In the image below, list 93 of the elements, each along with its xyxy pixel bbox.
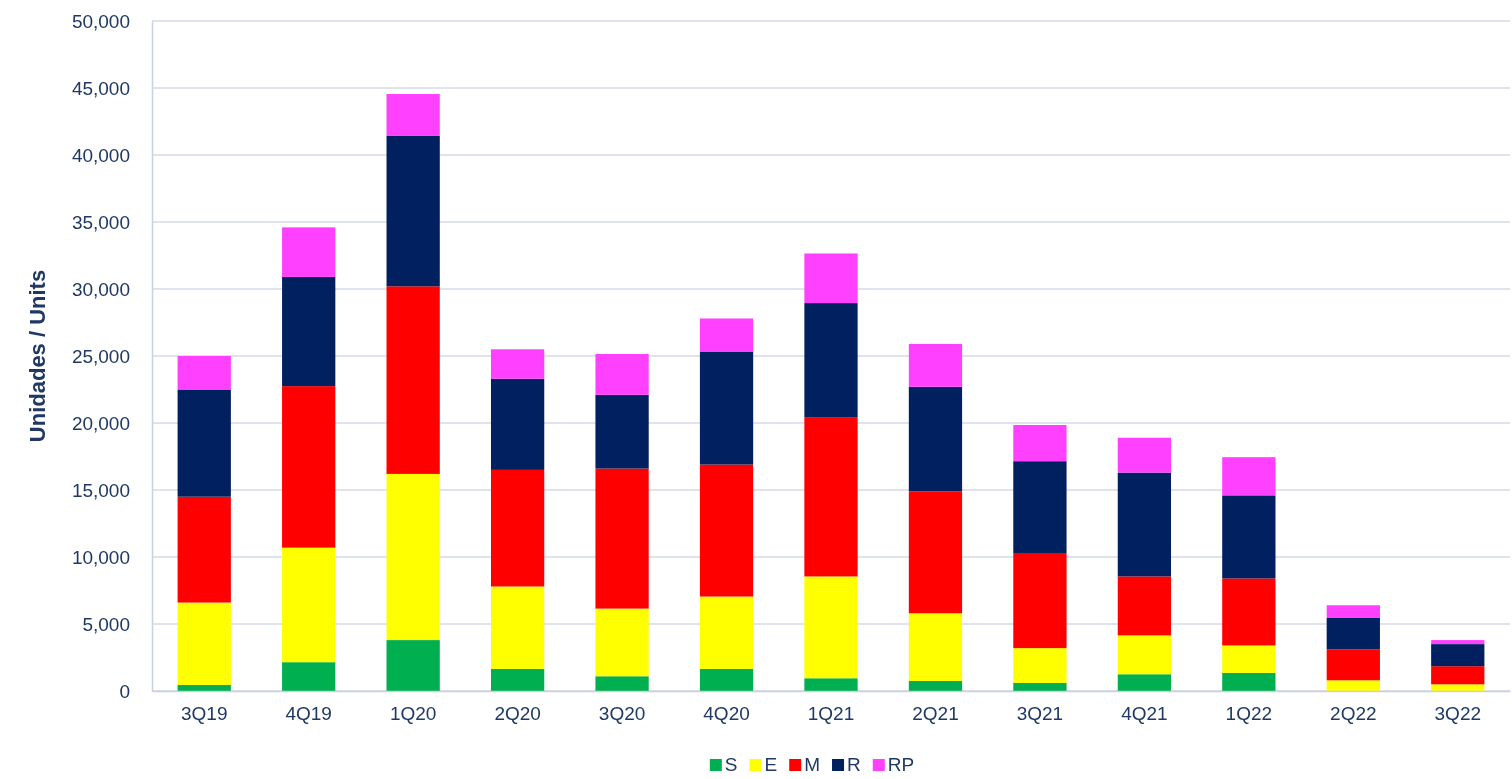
y-tick-label: 30,000 (71, 278, 130, 300)
bar (490, 586, 545, 669)
bar (699, 668, 754, 691)
x-tick-label: 4Q19 (285, 703, 332, 725)
bar (1013, 461, 1067, 553)
y-tick-label: 40,000 (71, 144, 130, 166)
bar (1326, 617, 1380, 650)
bar (177, 496, 231, 603)
bar (1222, 672, 1276, 691)
y-tick-label: 35,000 (71, 211, 130, 233)
bar (1013, 425, 1067, 462)
x-tick-label: 4Q21 (1121, 703, 1168, 725)
legend-label: S (724, 754, 738, 775)
bar (804, 253, 858, 304)
bar (1013, 682, 1067, 691)
bar (699, 596, 754, 669)
bar (595, 468, 649, 609)
bar (386, 94, 440, 136)
bar (908, 491, 963, 614)
bar (1431, 666, 1485, 685)
y-axis-title: Unidades / Units (25, 269, 50, 443)
bar (1013, 648, 1067, 683)
bar (1117, 635, 1172, 675)
bar (699, 318, 754, 352)
x-tick-label: 4Q20 (703, 703, 750, 725)
bar (804, 678, 858, 691)
bar (282, 227, 336, 277)
bar (1222, 578, 1276, 646)
bar (1117, 437, 1172, 473)
bar (1117, 576, 1172, 636)
x-tick-label: 1Q21 (807, 703, 855, 725)
x-tick-label: 1Q20 (389, 703, 437, 725)
bar (386, 640, 440, 691)
bar (1013, 552, 1067, 649)
bar (1222, 457, 1276, 496)
bar (804, 417, 858, 577)
bar (699, 351, 754, 465)
bar (804, 576, 858, 679)
bar (1222, 645, 1276, 673)
bar (595, 608, 649, 677)
bar (177, 684, 231, 691)
x-tick-label: 2Q21 (912, 703, 959, 725)
y-tick-label: 0 (119, 680, 130, 702)
bar (1117, 472, 1172, 577)
bar (177, 602, 231, 685)
x-tick-label: 3Q21 (1016, 703, 1064, 725)
legend-label: RP (887, 754, 915, 775)
bar (1326, 605, 1380, 618)
legend-label: M (804, 754, 821, 775)
bar (1431, 644, 1485, 667)
bar (386, 135, 440, 287)
bar (595, 394, 649, 469)
bar (490, 469, 545, 587)
bar (282, 662, 336, 691)
x-tick-label: 3Q19 (180, 703, 228, 725)
bar (490, 349, 545, 379)
bar (804, 303, 858, 418)
bar (1117, 674, 1172, 691)
legend-label: R (847, 754, 861, 775)
y-tick-label: 45,000 (71, 77, 130, 99)
bar (1326, 680, 1380, 691)
y-tick-label: 20,000 (71, 412, 130, 434)
bar (595, 676, 649, 691)
bar (177, 356, 231, 390)
bar (699, 464, 754, 597)
bar (490, 668, 545, 691)
bar (490, 378, 545, 470)
bar (386, 473, 440, 641)
y-tick-label: 10,000 (71, 546, 130, 568)
bar (908, 613, 963, 681)
x-tick-label: 3Q20 (598, 703, 646, 725)
bar (177, 389, 231, 497)
x-tick-label: 3Q22 (1434, 703, 1482, 725)
bar (908, 386, 963, 492)
bar (1431, 684, 1485, 691)
bar (282, 386, 336, 548)
bar (282, 276, 336, 387)
bar (386, 286, 440, 474)
x-tick-label: 2Q22 (1330, 703, 1377, 725)
bar (282, 547, 336, 663)
y-tick-label: 50,000 (71, 10, 130, 32)
bar (1222, 495, 1276, 579)
legend-label: E (764, 754, 778, 775)
y-tick-label: 25,000 (71, 345, 130, 367)
y-tick-label: 5,000 (82, 613, 130, 635)
bar (1326, 649, 1380, 681)
bar (1431, 640, 1485, 645)
y-tick-label: 15,000 (71, 479, 130, 501)
bar (908, 680, 963, 691)
bar (595, 353, 649, 395)
x-tick-label: 1Q22 (1225, 703, 1273, 725)
x-tick-label: 2Q20 (494, 703, 541, 725)
bar (908, 343, 963, 387)
